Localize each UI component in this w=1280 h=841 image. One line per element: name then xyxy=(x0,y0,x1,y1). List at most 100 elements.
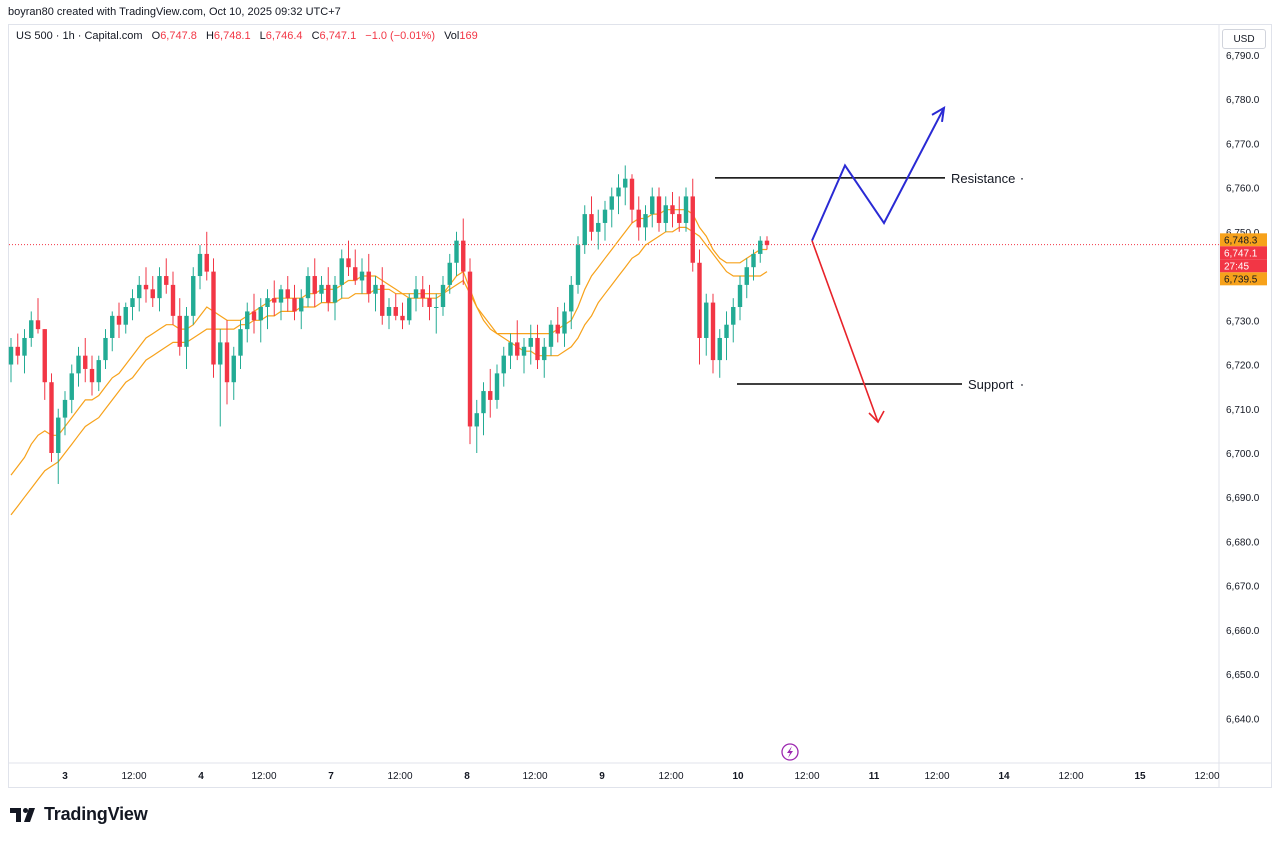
candle-body xyxy=(535,337,540,361)
candle-body xyxy=(96,360,101,383)
candle xyxy=(616,174,621,215)
candle xyxy=(332,276,338,321)
currency-button[interactable]: USD xyxy=(1222,29,1266,49)
candle-body xyxy=(474,413,479,427)
candle xyxy=(299,289,304,330)
candle-body xyxy=(602,209,608,223)
candle xyxy=(400,302,405,330)
candle xyxy=(629,174,635,223)
candle xyxy=(56,408,61,484)
candle-body xyxy=(521,346,527,356)
candle xyxy=(602,200,608,241)
candle xyxy=(130,289,135,321)
candle xyxy=(359,258,365,294)
candle-body xyxy=(724,324,729,338)
candle-body xyxy=(366,271,371,294)
candle-body xyxy=(251,311,257,321)
time-tick-label: 12:00 xyxy=(1194,771,1219,782)
candle-body xyxy=(744,267,749,285)
candle xyxy=(589,196,594,241)
candle xyxy=(420,276,425,308)
candle-body xyxy=(42,329,47,383)
candle-body xyxy=(116,315,122,325)
candle-body xyxy=(332,284,338,303)
candle xyxy=(238,320,243,369)
price-tick-label: 6,640.0 xyxy=(1226,714,1260,725)
candle xyxy=(137,276,142,312)
candle-body xyxy=(663,205,668,223)
low-label: L xyxy=(259,30,266,42)
open-value: 6,747.8 xyxy=(160,30,197,42)
price-tick-label: 6,730.0 xyxy=(1226,316,1260,327)
candle xyxy=(8,337,14,383)
time-axis[interactable]: 3 12:00 4 12:00 7 12:00 8 12:00 9 12:00 10 12:00 11 1… xyxy=(62,771,1220,782)
candle xyxy=(569,276,574,330)
candle-body xyxy=(238,329,243,356)
time-tick-label: 12:00 xyxy=(121,771,146,782)
candle-body xyxy=(447,262,452,285)
candle xyxy=(623,165,628,206)
price-axis-label-text: 6,748.3 xyxy=(1224,235,1258,246)
candle-body xyxy=(710,302,716,361)
candle-body xyxy=(575,245,581,285)
tradingview-logo[interactable]: TradingView xyxy=(10,804,148,825)
candle xyxy=(258,298,263,343)
resistance-label: Resistance xyxy=(951,171,1015,186)
candle xyxy=(724,311,729,361)
price-axis-label: 27:45 xyxy=(1220,259,1267,273)
price-axis-label-bg xyxy=(1220,246,1267,260)
candle xyxy=(737,276,743,321)
candle xyxy=(373,276,378,312)
candle-body xyxy=(758,240,763,254)
candle xyxy=(177,298,182,356)
candle-body xyxy=(231,355,236,383)
candle-body xyxy=(656,196,662,223)
candle-body xyxy=(89,368,95,383)
price-axis[interactable]: 6,640.0 6,650.0 6,660.0 6,670.0 6,680.0 6,690… xyxy=(1226,51,1260,726)
candle xyxy=(366,253,371,303)
candle xyxy=(103,329,108,369)
volume-value: 169 xyxy=(459,30,478,42)
resistance-label-dot xyxy=(1021,178,1023,180)
candle xyxy=(29,311,34,347)
candle-body xyxy=(373,284,378,294)
candle xyxy=(407,293,412,325)
candle-body xyxy=(636,209,641,228)
candle-body xyxy=(400,315,405,321)
candle-body xyxy=(616,187,621,197)
candle-body xyxy=(731,307,736,325)
support-label: Support xyxy=(968,377,1014,392)
time-tick-label: 12:00 xyxy=(1058,771,1083,782)
candle-body xyxy=(123,307,128,325)
candle xyxy=(454,231,459,277)
price-tick-label: 6,690.0 xyxy=(1226,493,1260,504)
candle xyxy=(440,276,446,316)
candle xyxy=(170,271,176,325)
candle xyxy=(717,329,722,378)
candle-body xyxy=(22,337,27,356)
candle xyxy=(481,382,486,436)
time-tick-label: 12:00 xyxy=(794,771,819,782)
candle xyxy=(656,187,662,232)
candle xyxy=(488,368,493,418)
candle-body xyxy=(528,337,533,347)
candle-body xyxy=(312,276,317,294)
support-resistance-levels[interactable]: Resistance Support xyxy=(715,171,1023,392)
flash-icon[interactable] xyxy=(781,743,799,761)
volume-label: Vol xyxy=(444,30,460,42)
price-axis-label: 6,747.1 xyxy=(1220,246,1267,260)
tradingview-wordmark: TradingView xyxy=(44,804,148,824)
open-label: O xyxy=(151,30,161,42)
candle-body xyxy=(285,289,290,299)
time-tick-label: 3 xyxy=(62,771,68,782)
candle-body xyxy=(407,298,412,321)
candle-body xyxy=(494,373,500,400)
candle xyxy=(110,311,115,352)
candle xyxy=(346,240,351,277)
candle-body xyxy=(292,298,297,312)
candle xyxy=(312,258,317,308)
candle-body xyxy=(697,262,702,338)
projection-arrows[interactable] xyxy=(811,105,946,424)
candle xyxy=(643,205,648,241)
